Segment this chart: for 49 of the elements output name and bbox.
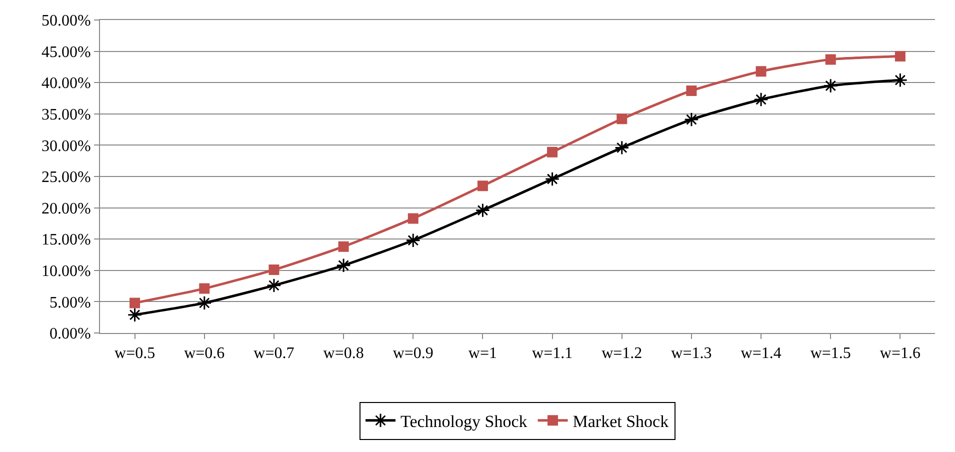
x-tick-label: w=1 xyxy=(468,345,497,362)
y-tick-label: 35.00% xyxy=(41,106,91,124)
point xyxy=(406,233,420,248)
y-tick-label: 50.00% xyxy=(41,12,91,30)
point xyxy=(268,264,280,276)
point xyxy=(894,51,906,62)
point xyxy=(338,241,349,252)
point xyxy=(823,78,838,94)
point xyxy=(616,114,628,124)
point xyxy=(408,213,418,224)
y-tick-label: 30.00% xyxy=(41,138,91,155)
x-tick-label: w=0.7 xyxy=(254,345,294,362)
x-tick-label: w=0.8 xyxy=(323,345,364,362)
point xyxy=(825,54,836,65)
x-tick-label: w=1.6 xyxy=(880,345,920,362)
y-tick-label: 40.00% xyxy=(41,75,91,92)
y-tick-label: 10.00% xyxy=(41,263,91,280)
x-tick-label: w=0.5 xyxy=(114,345,156,362)
point xyxy=(199,283,210,294)
point xyxy=(684,112,699,127)
y-tick-label: 45.00% xyxy=(41,44,91,61)
point xyxy=(892,72,908,88)
point xyxy=(544,172,560,186)
point xyxy=(336,258,351,273)
point xyxy=(477,180,488,192)
point xyxy=(266,278,282,293)
point xyxy=(614,140,630,156)
x-tick-label: w=1.3 xyxy=(671,345,712,362)
legend-label: Technology Shock xyxy=(400,412,528,432)
point xyxy=(686,85,697,96)
point xyxy=(197,296,212,310)
point xyxy=(475,202,490,218)
point xyxy=(756,66,766,77)
y-tick-label: 0.00% xyxy=(49,326,91,343)
x-tick-label: w=0.6 xyxy=(184,345,225,362)
point xyxy=(547,146,558,158)
y-tick-label: 20.00% xyxy=(41,200,91,218)
point xyxy=(127,308,142,322)
x-tick-label: w=1.5 xyxy=(810,345,851,362)
y-tick-label: 15.00% xyxy=(41,232,91,249)
y-tick-label: 5.00% xyxy=(49,294,91,312)
point xyxy=(130,298,140,308)
y-tick-label: 25.00% xyxy=(41,169,91,186)
point xyxy=(754,92,768,107)
legend-label: Market Shock xyxy=(572,412,670,432)
x-tick-label: w=1.2 xyxy=(602,345,642,362)
x-tick-label: w=1.4 xyxy=(740,345,782,362)
x-tick-label: w=0.9 xyxy=(392,345,434,362)
x-tick-label: w=1.1 xyxy=(532,345,573,362)
